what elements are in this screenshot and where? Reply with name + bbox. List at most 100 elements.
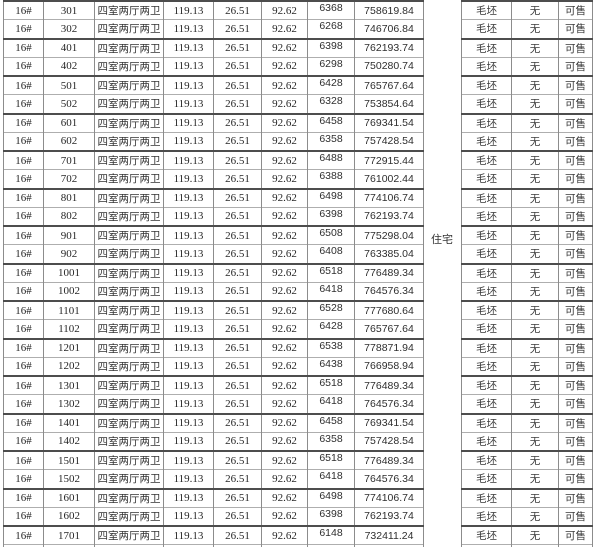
cell-inner_area: 92.62 — [261, 207, 308, 226]
cell-unit_type: 四室两厅两卫 — [94, 469, 164, 489]
cell-finish: 毛坯 — [461, 394, 512, 414]
cell-total_price: 732411.24 — [354, 526, 424, 545]
cell-inner_area: 92.62 — [261, 394, 308, 414]
table-row: 毛坯无可售 — [461, 38, 593, 58]
cell-total_price: 774106.74 — [354, 188, 424, 208]
cell-building: 16# — [3, 169, 44, 189]
table-row: 16# 1301 四室两厅两卫 119.13 26.51 92.62 6518 776489.… — [3, 376, 424, 395]
cell-shared_area: 26.51 — [213, 451, 262, 470]
cell-shared_area: 26.51 — [213, 38, 262, 58]
table-row: 毛坯无可售 — [461, 263, 593, 283]
cell-unit_type: 四室两厅两卫 — [94, 38, 164, 58]
cell-total_price: 746706.84 — [354, 19, 424, 39]
cell-finish: 毛坯 — [461, 207, 512, 226]
cell-unit_type: 四室两厅两卫 — [94, 1, 164, 20]
cell-built_area: 119.13 — [163, 1, 214, 20]
cell-total_price: 750280.74 — [354, 57, 424, 76]
cell-building: 16# — [3, 226, 44, 245]
cell-building: 16# — [3, 507, 44, 526]
cell-room_no: 602 — [43, 132, 95, 151]
cell-inner_area: 92.62 — [261, 282, 308, 301]
table-row — [461, 544, 593, 547]
cell-decoration: 无 — [511, 357, 559, 376]
cell-unit_type: 四室两厅两卫 — [94, 282, 164, 301]
cell-building: 16# — [3, 282, 44, 301]
cell-shared_area: 26.51 — [213, 1, 262, 20]
cell-finish: 毛坯 — [461, 94, 512, 114]
cell-sale_status — [558, 544, 593, 547]
cell-inner_area: 92.62 — [261, 57, 308, 76]
cell-decoration: 无 — [511, 57, 559, 76]
cell-unit_price: 6488 — [307, 151, 355, 170]
cell-finish: 毛坯 — [461, 413, 512, 433]
table-row: 16# 1602 四室两厅两卫 119.13 26.51 92.62 6398 762193.… — [3, 507, 424, 526]
cell-inner_area: 92.62 — [261, 376, 308, 395]
cell-inner_area: 92.62 — [261, 244, 308, 264]
cell-finish: 毛坯 — [461, 338, 512, 358]
cell-sale_status: 可售 — [558, 76, 593, 95]
unit-price-value: 6518 — [319, 264, 343, 277]
cell-total_price — [354, 544, 424, 547]
cell-unit_type: 四室两厅两卫 — [94, 94, 164, 114]
cell-built_area: 119.13 — [163, 132, 214, 151]
cell-inner_area: 92.62 — [261, 488, 308, 508]
cell-room_no: 1501 — [43, 451, 95, 470]
table-row: 毛坯无可售 — [461, 282, 593, 301]
cell-unit_price: 6538 — [307, 338, 355, 358]
unit-price-value: 6328 — [319, 95, 343, 108]
cell-built_area: 119.13 — [163, 207, 214, 226]
cell-unit_price: 6508 — [307, 226, 355, 245]
cell-sale_status: 可售 — [558, 432, 593, 451]
cell-unit_price: 6398 — [307, 207, 355, 226]
cell-unit_type: 四室两厅两卫 — [94, 394, 164, 414]
table-row: 毛坯无可售 — [461, 76, 593, 95]
table-row: 16# 701 四室两厅两卫 119.13 26.51 92.62 6488 772915.4… — [3, 151, 424, 170]
cell-finish: 毛坯 — [461, 357, 512, 376]
table-row: 16# 1502 四室两厅两卫 119.13 26.51 92.62 6418 764576.… — [3, 469, 424, 489]
cell-built_area: 119.13 — [163, 244, 214, 264]
unit-price-value: 6428 — [319, 320, 343, 333]
cell-unit_price: 6518 — [307, 376, 355, 395]
cell-finish: 毛坯 — [461, 151, 512, 170]
cell-inner_area: 92.62 — [261, 151, 308, 170]
cell-inner_area: 92.62 — [261, 319, 308, 339]
cell-total_price: 776489.34 — [354, 263, 424, 283]
cell-unit_type: 四室两厅两卫 — [94, 338, 164, 358]
cell-sale_status: 可售 — [558, 207, 593, 226]
table-row: 16# 901 四室两厅两卫 119.13 26.51 92.62 6508 775298.0… — [3, 226, 424, 245]
cell-unit_type: 四室两厅两卫 — [94, 226, 164, 245]
cell-built_area: 119.13 — [163, 38, 214, 58]
cell-total_price: 758619.84 — [354, 1, 424, 20]
cell-unit_price: 6528 — [307, 301, 355, 320]
table-row: 毛坯无可售 — [461, 526, 593, 545]
table-row: 毛坯无可售 — [461, 488, 593, 508]
cell-building: 16# — [3, 19, 44, 39]
unit-price-value: 6358 — [319, 432, 343, 445]
cell-unit_type: 四室两厅两卫 — [94, 19, 164, 39]
cell-unit_price: 6398 — [307, 507, 355, 526]
cell-building: 16# — [3, 132, 44, 151]
cell-unit_type: 四室两厅两卫 — [94, 413, 164, 433]
unit-price-value: 6428 — [319, 77, 343, 90]
cell-built_area: 119.13 — [163, 469, 214, 489]
cell-built_area: 119.13 — [163, 526, 214, 545]
cell-built_area: 119.13 — [163, 394, 214, 414]
cell-unit_price: 6498 — [307, 488, 355, 508]
cell-total_price: 763385.04 — [354, 244, 424, 264]
cell-total_price: 764576.34 — [354, 282, 424, 301]
cell-total_price: 762193.74 — [354, 38, 424, 58]
cell-sale_status: 可售 — [558, 244, 593, 264]
cell-total_price: 757428.54 — [354, 132, 424, 151]
cell-shared_area: 26.51 — [213, 169, 262, 189]
cell-building: 16# — [3, 488, 44, 508]
cell-inner_area: 92.62 — [261, 432, 308, 451]
cell-finish: 毛坯 — [461, 526, 512, 545]
cell-building: 16# — [3, 357, 44, 376]
cell-shared_area — [213, 544, 262, 547]
cell-built_area: 119.13 — [163, 488, 214, 508]
cell-unit_type — [94, 544, 164, 547]
cell-total_price: 775298.04 — [354, 226, 424, 245]
cell-finish: 毛坯 — [461, 76, 512, 95]
cell-finish: 毛坯 — [461, 1, 512, 20]
sale-status-table-body: 毛坯无可售 毛坯无可售 毛坯无可售 毛坯无可售 毛坯无可售 毛坯无可售 毛坯无可售 毛坯无可售… — [461, 1, 593, 547]
